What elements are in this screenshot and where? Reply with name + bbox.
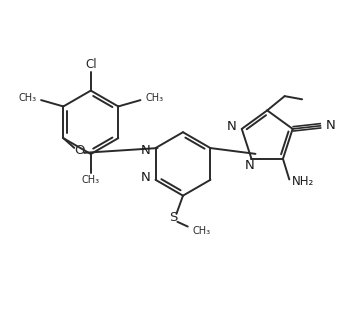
Text: N: N: [245, 159, 255, 172]
Text: N: N: [141, 171, 150, 184]
Text: N: N: [227, 120, 237, 134]
Text: NH₂: NH₂: [292, 175, 314, 188]
Text: Cl: Cl: [85, 58, 96, 71]
Text: O: O: [74, 144, 85, 157]
Text: CH₃: CH₃: [18, 93, 36, 103]
Text: N: N: [141, 144, 150, 157]
Text: CH₃: CH₃: [82, 175, 100, 185]
Text: N: N: [325, 119, 335, 132]
Text: CH₃: CH₃: [145, 93, 163, 103]
Text: CH₃: CH₃: [193, 226, 211, 236]
Text: S: S: [169, 211, 177, 224]
